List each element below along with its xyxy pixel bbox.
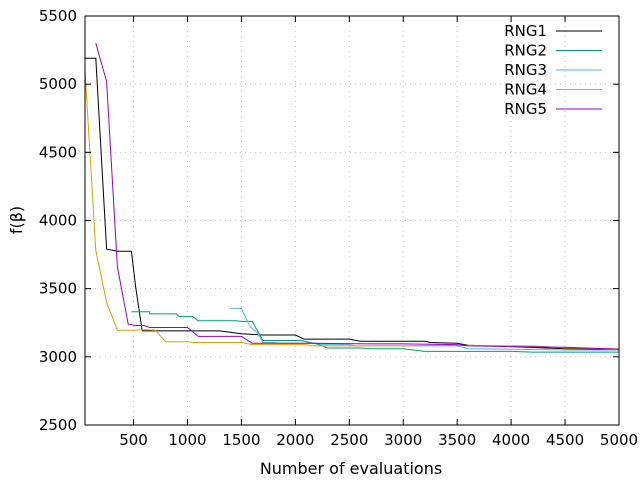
y-tick-label: 4500 (39, 143, 77, 161)
x-tick-label: 5000 (600, 431, 638, 449)
series-line-rng3 (230, 307, 619, 351)
x-tick-label: 1000 (168, 431, 206, 449)
x-tick-label: 4500 (546, 431, 584, 449)
x-tick-label: 1500 (222, 431, 260, 449)
legend-label-rng5: RNG5 (504, 100, 547, 118)
legend-label-rng1: RNG1 (504, 22, 547, 40)
x-tick-label: 3000 (384, 431, 422, 449)
y-tick-label: 2500 (39, 416, 77, 434)
x-tick-label: 500 (119, 431, 148, 449)
x-tick-label: 3500 (438, 431, 476, 449)
x-axis-title: Number of evaluations (260, 459, 442, 478)
legend-label-rng4: RNG4 (504, 81, 547, 99)
axis-ticks: 500 1000 1500 2000 2500 3000 3500 4000 4500 5000 2… (39, 7, 638, 449)
y-tick-label: 3000 (39, 348, 77, 366)
x-tick-label: 2500 (330, 431, 368, 449)
grid (85, 16, 619, 425)
y-tick-label: 5500 (39, 7, 77, 25)
x-tick-label: 4000 (492, 431, 530, 449)
plot-area (84, 43, 620, 353)
x-tick-label: 2000 (276, 431, 314, 449)
series-line-rng5 (95, 43, 620, 350)
legend-label-rng3: RNG3 (504, 61, 547, 79)
series-line-rng1 (85, 57, 620, 350)
series-line-rng4 (84, 70, 620, 350)
y-tick-label: 4000 (39, 212, 77, 230)
y-tick-label: 3500 (39, 280, 77, 298)
y-axis-title: f(β) (7, 206, 26, 234)
legend-label-rng2: RNG2 (504, 42, 547, 60)
y-tick-label: 5000 (39, 75, 77, 93)
series-line-rng2 (131, 311, 619, 353)
